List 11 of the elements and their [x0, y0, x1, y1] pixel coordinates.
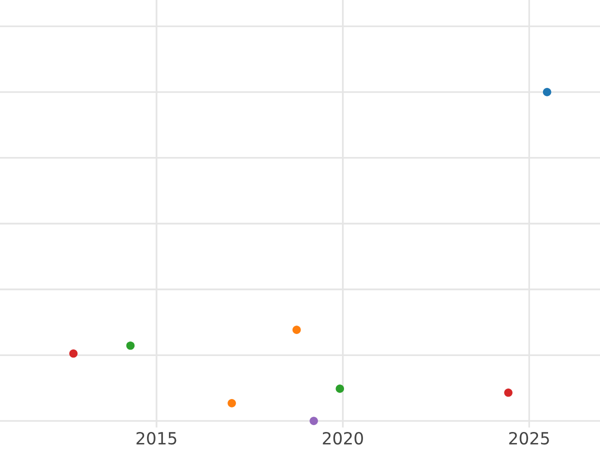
x-tick-label: 2020 — [322, 432, 363, 445]
point — [228, 399, 236, 408]
point — [504, 388, 512, 397]
x-tick-label: 2025 — [509, 432, 549, 445]
point — [292, 326, 301, 334]
point — [126, 341, 135, 350]
point — [542, 88, 552, 96]
point — [310, 416, 318, 426]
x-tick-label: 2015 — [136, 432, 176, 445]
point — [69, 349, 78, 358]
point — [336, 384, 344, 393]
